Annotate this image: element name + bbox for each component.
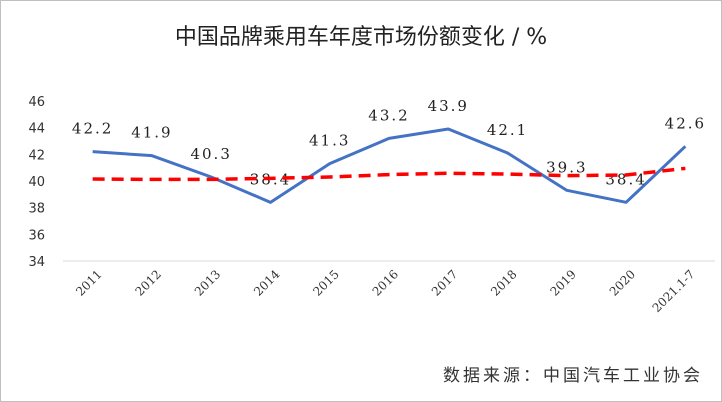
data-label: 41.3 — [309, 132, 350, 150]
x-tick-label: 2015 — [310, 267, 341, 298]
data-label: 40.3 — [190, 145, 231, 163]
y-tick-label: 36 — [28, 228, 45, 243]
data-label: 41.9 — [131, 124, 172, 142]
x-tick-label: 2020 — [607, 267, 638, 298]
data-label: 42.1 — [487, 121, 528, 139]
x-tick-label: 2014 — [251, 267, 283, 299]
chart-title: 中国品牌乘用车年度市场份额变化 / % — [174, 25, 548, 50]
share-line — [92, 127, 687, 204]
data-label: 42.2 — [72, 120, 113, 138]
x-tick-label: 2021.1-7 — [650, 267, 698, 315]
x-tick-label: 2012 — [133, 267, 164, 298]
x-tick-label: 2013 — [192, 267, 223, 298]
data-label: 43.9 — [428, 97, 469, 115]
trend-line — [92, 166, 686, 182]
y-tick-label: 44 — [28, 122, 45, 137]
source-note: 数据来源：中国汽车工业协会 — [443, 366, 703, 386]
x-tick-label: 2011 — [73, 267, 104, 298]
y-tick-label: 42 — [28, 148, 45, 163]
x-tick-label: 2016 — [370, 267, 401, 298]
y-tick-label: 46 — [28, 95, 45, 110]
x-tick-label: 2018 — [488, 267, 519, 298]
y-tick-label: 34 — [28, 255, 45, 270]
x-tick-label: 2017 — [429, 267, 460, 298]
data-label: 39.3 — [546, 158, 587, 176]
data-label: 42.6 — [665, 114, 706, 132]
x-tick-label: 2019 — [547, 267, 578, 298]
y-tick-label: 38 — [28, 202, 45, 217]
data-label: 43.2 — [368, 106, 409, 124]
y-tick-label: 40 — [28, 175, 45, 190]
data-label: 38.4 — [605, 170, 646, 188]
